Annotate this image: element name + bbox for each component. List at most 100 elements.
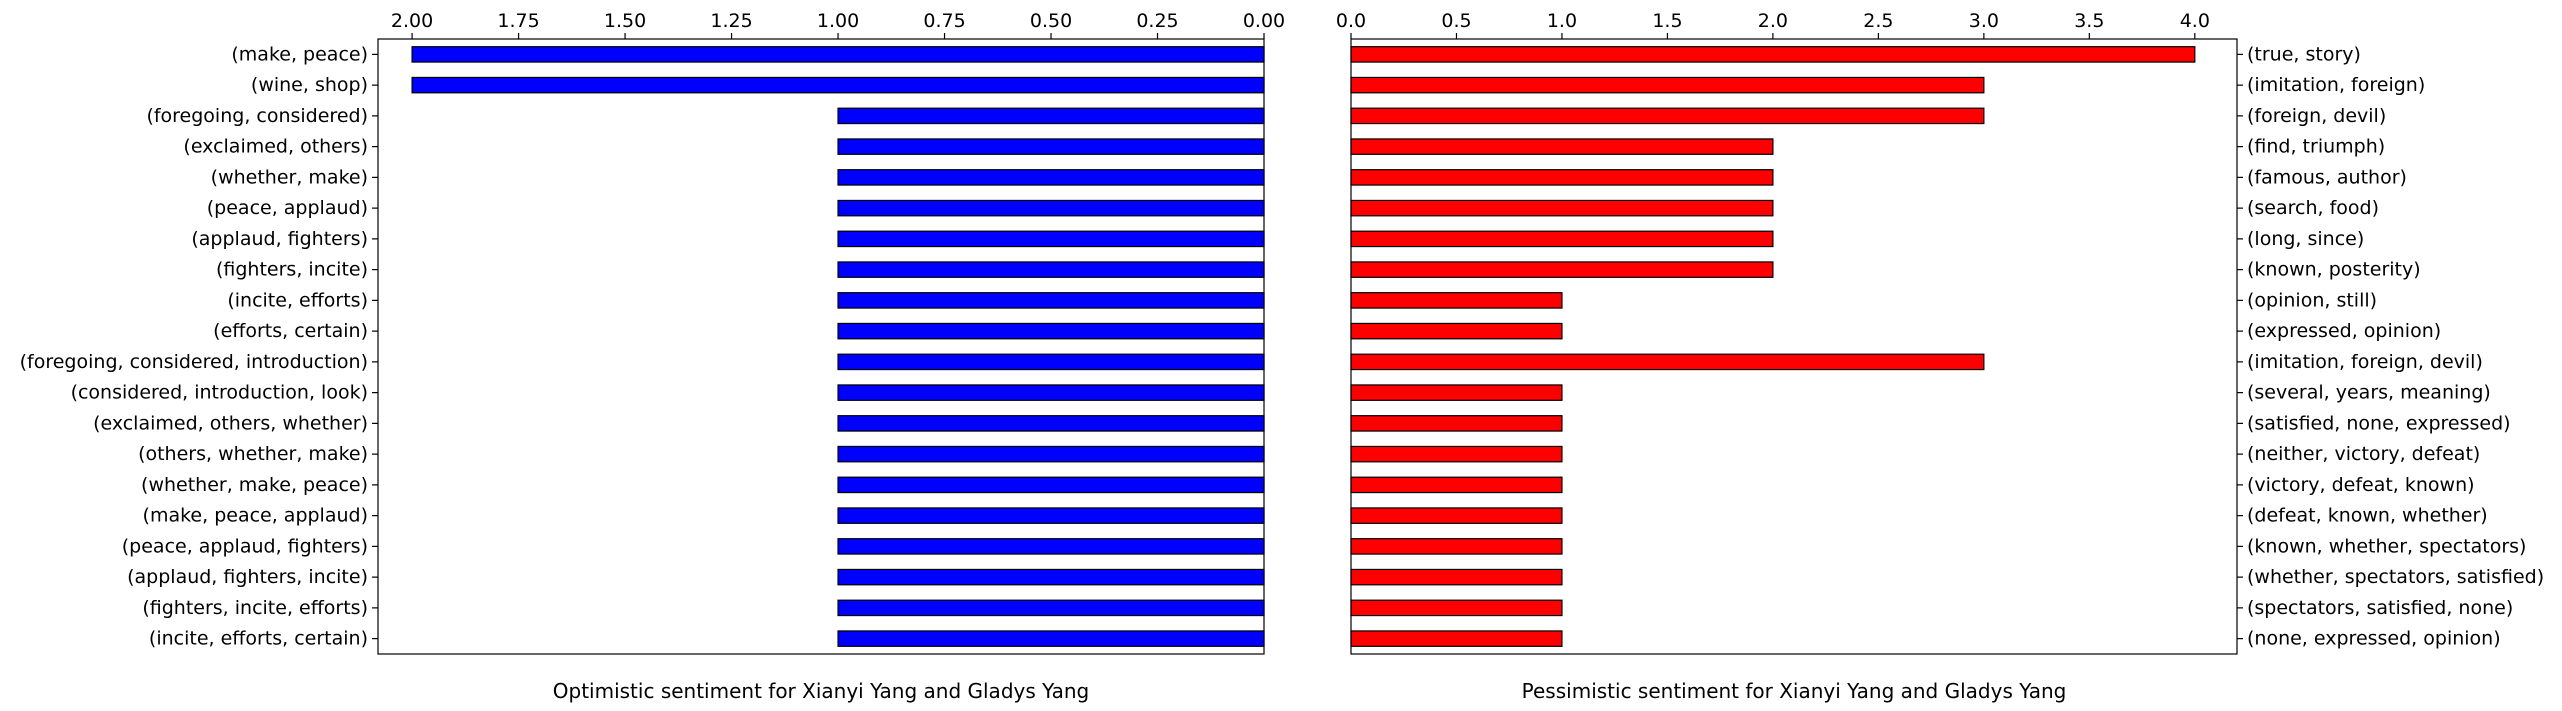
optimistic-bar (837, 261, 1265, 278)
pessimistic-bar (1350, 322, 1563, 340)
optimistic-bar (837, 507, 1265, 524)
pessimistic-x-tick-label: 2.0 (1758, 10, 1788, 32)
optimistic-category-label: (efforts, certain) (213, 320, 368, 342)
optimistic-category-label: (considered, introduction, look) (71, 382, 368, 404)
optimistic-bar (837, 169, 1265, 186)
optimistic-x-tick-label: 1.75 (497, 10, 539, 32)
pessimistic-category-label: (victory, defeat, known) (2247, 474, 2475, 496)
pessimistic-category-label: (defeat, known, whether) (2247, 505, 2488, 527)
pessimistic-x-tick-label: 0.0 (1336, 10, 1366, 32)
pessimistic-category-label: (whether, spectators, satisfied) (2247, 566, 2544, 588)
pessimistic-bar (1350, 384, 1563, 401)
optimistic-bar (837, 353, 1265, 371)
optimistic-bar (837, 568, 1265, 586)
pessimistic-bar (1350, 199, 1774, 217)
optimistic-bar (411, 76, 1265, 94)
optimistic-axes-frame (377, 38, 1265, 655)
pessimistic-bar (1350, 261, 1774, 278)
optimistic-chart: 0.00 0.25 0.50 0.75 1.00 1.25 1.50 1.75 2.00 (mak… (20, 10, 1286, 703)
optimistic-bar (411, 46, 1265, 63)
pessimistic-category-label: (find, triumph) (2247, 136, 2385, 158)
pessimistic-x-axis-label: Pessimistic sentiment for Xianyi Yang an… (1522, 679, 2067, 703)
pessimistic-category-label: (spectators, satisfied, none) (2247, 597, 2513, 619)
optimistic-bar (837, 322, 1265, 340)
pessimistic-bar (1350, 630, 1563, 647)
pessimistic-category-label: (imitation, foreign, devil) (2247, 351, 2483, 373)
pessimistic-bar (1350, 138, 1774, 155)
pessimistic-category-label: (true, story) (2247, 43, 2361, 65)
optimistic-bar (837, 292, 1265, 309)
pessimistic-x-tick-label: 0.5 (1441, 10, 1471, 32)
optimistic-category-label: (exclaimed, others) (183, 136, 368, 158)
pessimistic-bar (1350, 292, 1563, 309)
optimistic-x-tick-label: 0.25 (1136, 10, 1178, 32)
optimistic-x-tick-label: 1.50 (604, 10, 646, 32)
pessimistic-category-label: (expressed, opinion) (2247, 320, 2441, 342)
optimistic-bar (837, 415, 1265, 432)
pessimistic-category-label: (long, since) (2247, 228, 2364, 250)
optimistic-category-label: (fighters, incite, efforts) (142, 597, 368, 619)
optimistic-category-label: (peace, applaud) (207, 197, 368, 219)
optimistic-category-label: (incite, efforts, certain) (149, 628, 368, 650)
pessimistic-x-tick-label: 1.0 (1547, 10, 1577, 32)
optimistic-bar (837, 384, 1265, 401)
pessimistic-bar (1350, 169, 1774, 186)
optimistic-x-axis-label: Optimistic sentiment for Xianyi Yang and… (553, 679, 1089, 703)
pessimistic-category-label: (opinion, still) (2247, 289, 2377, 311)
pessimistic-bar (1350, 76, 1985, 94)
pessimistic-bar (1350, 538, 1563, 555)
optimistic-bar (837, 230, 1265, 248)
optimistic-bar (837, 445, 1265, 463)
optimistic-x-tick-label: 0.00 (1243, 10, 1285, 32)
optimistic-category-label: (exclaimed, others, whether) (93, 412, 368, 434)
optimistic-category-label: (wine, shop) (251, 74, 368, 96)
pessimistic-category-label: (none, expressed, opinion) (2247, 628, 2501, 650)
pessimistic-bar (1350, 599, 1563, 617)
optimistic-bar (837, 476, 1265, 494)
optimistic-category-label: (make, peace, applaud) (143, 505, 368, 527)
optimistic-x-tick-label: 0.75 (923, 10, 965, 32)
pessimistic-category-label: (imitation, foreign) (2247, 74, 2425, 96)
pessimistic-category-label: (foreign, devil) (2247, 105, 2386, 127)
optimistic-category-label: (make, peace) (231, 43, 368, 65)
pessimistic-category-label: (famous, author) (2247, 166, 2407, 188)
pessimistic-x-tick-label: 4.0 (2180, 10, 2210, 32)
optimistic-category-label: (foregoing, considered, introduction) (20, 351, 368, 373)
pessimistic-x-tick-label: 3.5 (2074, 10, 2104, 32)
pessimistic-category-label: (search, food) (2247, 197, 2379, 219)
pessimistic-chart: 0.0 0.5 1.0 1.5 2.0 2.5 3.0 3.5 4.0 (true, story)… (1336, 10, 2544, 703)
optimistic-category-label: (applaud, fighters) (191, 228, 368, 250)
pessimistic-category-label: (known, whether, spectators) (2247, 535, 2526, 557)
pessimistic-bar (1350, 415, 1563, 432)
pessimistic-bar (1350, 445, 1563, 463)
pessimistic-bar (1350, 476, 1563, 494)
optimistic-category-label: (fighters, incite) (216, 259, 368, 281)
pessimistic-bar (1350, 46, 2196, 63)
optimistic-category-label: (incite, efforts) (227, 289, 368, 311)
optimistic-category-label: (foregoing, considered) (146, 105, 368, 127)
pessimistic-bar (1350, 568, 1563, 586)
optimistic-bar (837, 107, 1265, 125)
pessimistic-category-label: (several, years, meaning) (2247, 382, 2491, 404)
pessimistic-category-label: (neither, victory, defeat) (2247, 443, 2480, 465)
pessimistic-axes-frame (1350, 38, 2238, 655)
pessimistic-x-tick-label: 2.5 (1863, 10, 1893, 32)
optimistic-category-label: (whether, make) (211, 166, 368, 188)
optimistic-bar (837, 538, 1265, 555)
pessimistic-category-label: (known, posterity) (2247, 259, 2421, 281)
pessimistic-x-tick-label: 3.0 (1969, 10, 1999, 32)
optimistic-category-label: (whether, make, peace) (141, 474, 368, 496)
optimistic-x-tick-label: 1.00 (817, 10, 859, 32)
optimistic-category-label: (applaud, fighters, incite) (127, 566, 368, 588)
pessimistic-category-label: (satisfied, none, expressed) (2247, 412, 2511, 434)
optimistic-bar (837, 599, 1265, 617)
pessimistic-bar (1350, 230, 1774, 248)
optimistic-category-label: (others, whether, make) (138, 443, 368, 465)
optimistic-x-tick-label: 2.00 (391, 10, 433, 32)
optimistic-x-tick-label: 0.50 (1030, 10, 1072, 32)
optimistic-bar (837, 630, 1265, 647)
optimistic-category-label: (peace, applaud, fighters) (122, 535, 368, 557)
pessimistic-x-tick-label: 1.5 (1652, 10, 1682, 32)
pessimistic-bar (1350, 507, 1563, 524)
